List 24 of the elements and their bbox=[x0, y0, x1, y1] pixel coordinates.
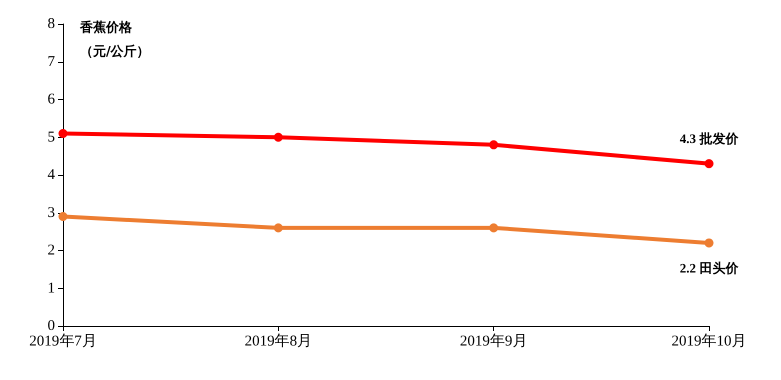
point bbox=[704, 238, 714, 248]
x-tick-label: 2019年9月 bbox=[460, 332, 528, 350]
point bbox=[58, 128, 68, 138]
point bbox=[58, 212, 68, 222]
y-tick-label: 2 bbox=[48, 242, 55, 258]
y-tick-label: 8 bbox=[48, 16, 55, 32]
y-tick-label: 5 bbox=[48, 129, 55, 146]
y-tick-label: 7 bbox=[48, 54, 56, 70]
x-tick-label: 2019年10月 bbox=[672, 332, 746, 350]
text: 2.2 田头价 bbox=[680, 260, 738, 276]
point bbox=[274, 132, 283, 142]
x-tick-label: 2019年8月 bbox=[244, 332, 312, 350]
y-tick-label: 4 bbox=[48, 167, 56, 183]
y-tick-label: 6 bbox=[48, 92, 56, 108]
point bbox=[704, 159, 714, 168]
point bbox=[274, 223, 283, 232]
point bbox=[489, 140, 498, 150]
text: 4.3 批发价 bbox=[680, 131, 738, 146]
y-axis-title: 香蕉价格（元/公斤） bbox=[79, 20, 150, 60]
y-tick-label: 3 bbox=[48, 204, 55, 221]
y-tick-label: 0 bbox=[48, 318, 55, 334]
point bbox=[489, 223, 498, 232]
y-tick-label: 1 bbox=[48, 280, 55, 296]
x-tick-label: 2019年7月 bbox=[29, 332, 97, 350]
